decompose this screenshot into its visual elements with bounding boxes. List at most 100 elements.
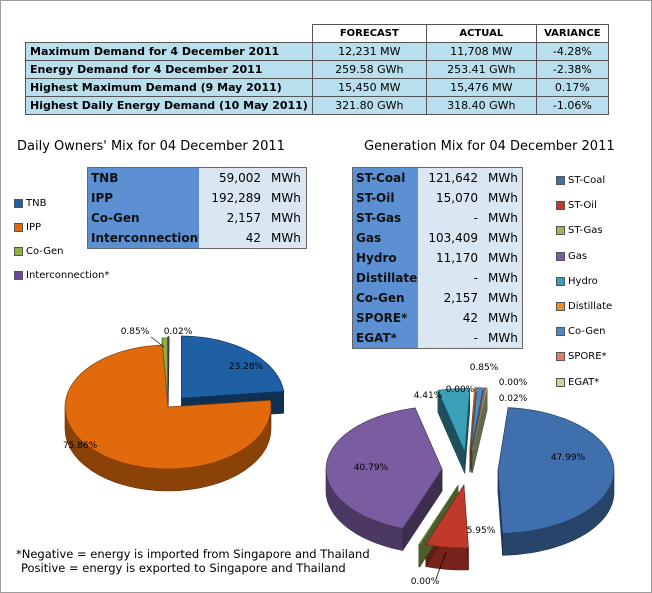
- item-label: SPORE*: [353, 308, 418, 328]
- row-label: Energy Demand for 4 December 2011: [25, 60, 313, 79]
- legend-swatch: [556, 176, 565, 186]
- column-header-forecast: FORECAST: [311, 24, 427, 43]
- item-label: Hydro: [353, 248, 418, 268]
- legend-swatch: [556, 352, 565, 362]
- item-unit: MWh: [484, 268, 522, 288]
- list-item: IPP 192,289 MWh: [88, 188, 306, 208]
- item-value: -: [418, 208, 484, 228]
- table-row: Highest Daily Energy Demand (10 May 2011…: [25, 96, 609, 115]
- item-unit: MWh: [484, 228, 522, 248]
- legend-item: Distillate: [556, 294, 612, 319]
- item-unit: MWh: [484, 188, 522, 208]
- list-item: Hydro 11,170 MWh: [353, 248, 522, 268]
- table-row: Maximum Demand for 4 December 2011 12,23…: [25, 42, 609, 61]
- footnote: *Negative = energy is imported from Sing…: [16, 547, 370, 575]
- footnote-line-1: *Negative = energy is imported from Sing…: [16, 547, 370, 561]
- owners-values-box: TNB 59,002 MWh IPP 192,289 MWh Co-Gen 2,157 MW…: [87, 167, 307, 249]
- item-label: Distillate: [353, 268, 418, 288]
- item-value: 42: [418, 308, 484, 328]
- legend-swatch: [556, 327, 565, 337]
- pie-slice-st-coal: [497, 407, 615, 534]
- data-label: 5.95%: [467, 526, 496, 536]
- legend-label: Co-Gen: [26, 245, 64, 257]
- item-unit: MWh: [484, 168, 522, 188]
- item-label: ST-Oil: [353, 188, 418, 208]
- actual-cell: 253.41 GWh: [425, 60, 537, 79]
- legend-label: Distillate: [568, 301, 613, 313]
- list-item: Co-Gen 2,157 MWh: [353, 288, 522, 308]
- row-label: Highest Daily Energy Demand (10 May 2011…: [25, 96, 313, 115]
- list-item: SPORE* 42 MWh: [353, 308, 522, 328]
- pie-slice-gas: [325, 407, 443, 529]
- item-label: ST-Gas: [353, 208, 418, 228]
- data-label: 40.79%: [354, 463, 389, 473]
- data-label: 0.00%: [446, 385, 475, 395]
- data-label: 0.02%: [164, 327, 193, 337]
- list-item: Gas 103,409 MWh: [353, 228, 522, 248]
- legend-label: Interconnection*: [26, 269, 110, 281]
- item-value: 192,289: [199, 188, 267, 208]
- legend-item: SPORE*: [556, 344, 612, 369]
- item-unit: MWh: [484, 248, 522, 268]
- list-item: ST-Oil 15,070 MWh: [353, 188, 522, 208]
- demand-summary-table: FORECAST ACTUAL VARIANCE Maximum Demand …: [25, 24, 609, 115]
- variance-cell: -1.06%: [535, 96, 609, 115]
- leader-line: [150, 336, 165, 348]
- generation-legend: ST-Coal ST-Oil ST-Gas Gas Hydro Distillate Co-…: [556, 168, 612, 395]
- list-item: TNB 59,002 MWh: [88, 168, 306, 188]
- legend-item: EGAT*: [556, 370, 612, 395]
- owners-mix-title: Daily Owners' Mix for 04 December 2011: [17, 139, 285, 154]
- data-label: 0.85%: [470, 363, 499, 373]
- legend-item: Co-Gen: [14, 239, 109, 263]
- item-value: 15,070: [418, 188, 484, 208]
- owners-pie-chart: 23.28% 75.86% 0.85% 0.02%: [63, 327, 285, 492]
- item-value: 59,002: [199, 168, 267, 188]
- item-value: 121,642: [418, 168, 484, 188]
- footnote-line-2: Positive = energy is exported to Singapo…: [21, 561, 346, 575]
- pie-slice-spore: [471, 387, 487, 451]
- item-unit: MWh: [484, 208, 522, 228]
- item-value: -: [418, 268, 484, 288]
- data-label: 23.28%: [229, 362, 264, 372]
- legend-swatch: [14, 222, 23, 232]
- actual-cell: 15,476 MW: [425, 78, 537, 97]
- data-label: 0.00%: [411, 577, 440, 587]
- legend-item: Hydro: [556, 269, 612, 294]
- pie-slice-interconnection: [167, 336, 170, 399]
- variance-cell: 0.17%: [535, 78, 609, 97]
- list-item: EGAT* - MWh: [353, 328, 522, 348]
- list-item: Distillate - MWh: [353, 268, 522, 288]
- item-unit: MWh: [484, 288, 522, 308]
- data-label: 0.85%: [121, 327, 150, 337]
- forecast-cell: 15,450 MW: [311, 78, 427, 97]
- item-value: 103,409: [418, 228, 484, 248]
- list-item: ST-Coal 121,642 MWh: [353, 168, 522, 188]
- legend-label: SPORE*: [568, 351, 607, 363]
- owners-legend: TNB IPP Co-Gen Interconnection*: [14, 191, 109, 287]
- item-label: Co-Gen: [88, 208, 199, 228]
- legend-item: Co-Gen: [556, 319, 612, 344]
- item-label: ST-Coal: [353, 168, 418, 188]
- legend-swatch: [556, 377, 565, 387]
- legend-swatch: [556, 201, 565, 211]
- row-label: Highest Maximum Demand (9 May 2011): [25, 78, 313, 97]
- data-label: 4.41%: [414, 391, 443, 401]
- legend-swatch: [556, 276, 565, 286]
- item-value: 42: [199, 228, 267, 248]
- pie-slice-ipp: [64, 344, 272, 470]
- legend-item: ST-Oil: [556, 193, 612, 218]
- legend-item: Gas: [556, 244, 612, 269]
- item-label: TNB: [88, 168, 199, 188]
- legend-label: IPP: [26, 221, 42, 233]
- pie-slice-co-gen: [161, 337, 169, 400]
- generation-pie-chart: 47.99%5.95%0.00%40.79%4.41%0.00%0.85%0.0…: [325, 363, 615, 587]
- leader-line: [435, 551, 447, 580]
- legend-label: Hydro: [568, 275, 598, 287]
- legend-item: ST-Gas: [556, 218, 612, 243]
- item-unit: MWh: [267, 208, 306, 228]
- item-label: Gas: [353, 228, 418, 248]
- legend-item: TNB: [14, 191, 109, 215]
- item-value: 2,157: [199, 208, 267, 228]
- pie-slice-distillate: [469, 387, 477, 451]
